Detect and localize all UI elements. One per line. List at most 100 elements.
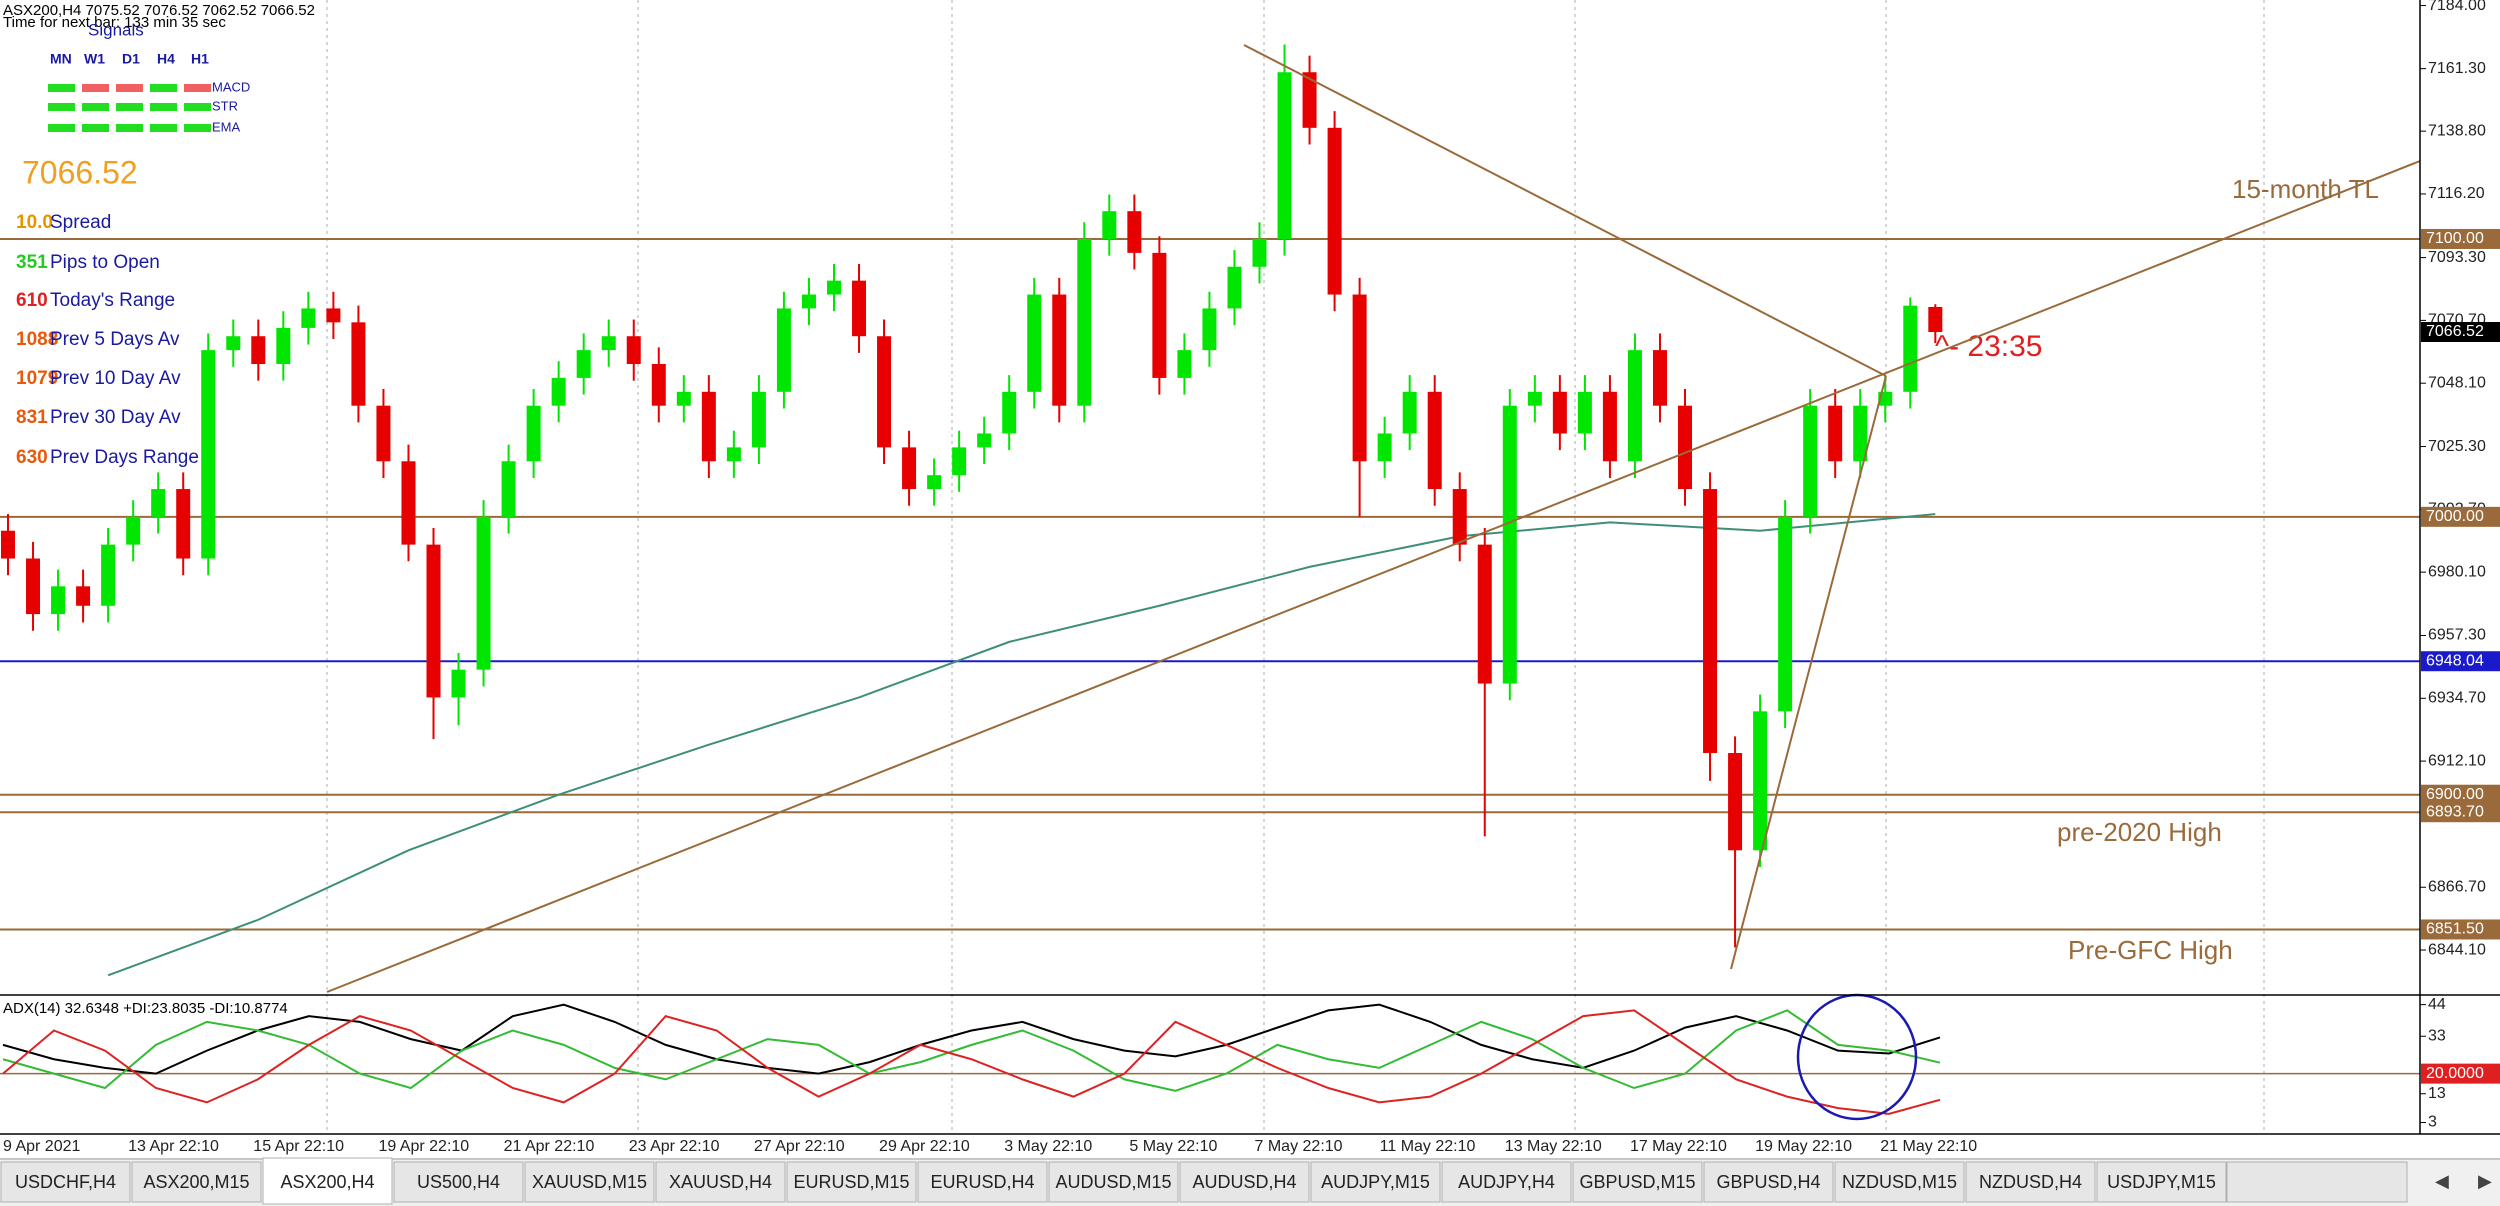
signal-bar [116, 84, 143, 92]
y-tick-label: 6957.30 [2428, 627, 2486, 644]
signal-bar [48, 124, 75, 132]
timeframe-label: H4 [157, 51, 175, 67]
tab-scroll-right[interactable]: ▶ [2478, 1171, 2492, 1191]
indicator-line [2, 1009, 1941, 1092]
y-tick-label: 6912.10 [2428, 752, 2486, 769]
info-value: 610 [16, 290, 48, 311]
tab[interactable] [262, 1157, 393, 1205]
candle-body [176, 489, 191, 559]
tab[interactable] [1703, 1161, 1834, 1203]
info-label: Prev 30 Day Av [50, 407, 181, 428]
candle-body [1377, 433, 1392, 462]
tabs: USDCHF,H4 ASX200,M15 ASX200,H4 US500,H4 XAUU… [0, 1157, 2227, 1205]
tab-label[interactable]: ASX200,H4 [280, 1172, 374, 1192]
candle-body [1252, 238, 1267, 267]
candle-body [1227, 266, 1242, 309]
candle-body [76, 586, 91, 606]
candle-body [451, 669, 466, 698]
y-tick-label: 6934.70 [2428, 690, 2486, 707]
candle-body [751, 391, 766, 448]
tab[interactable] [1441, 1161, 1572, 1203]
tab-label[interactable]: NZDUSD,H4 [1979, 1172, 2082, 1192]
tab[interactable] [917, 1161, 1048, 1203]
level-label-box [2421, 919, 2500, 940]
y-tick-label: 7161.30 [2428, 60, 2486, 77]
candle-body [1577, 391, 1592, 434]
timeframe-label: W1 [84, 51, 105, 67]
tab[interactable] [1965, 1161, 2096, 1203]
price-panel: 7184.007161.307138.807116.207093.307070.… [0, 0, 2500, 1155]
tab-label[interactable]: US500,H4 [417, 1172, 500, 1192]
indicator-line [2, 1003, 1941, 1075]
indicator-title: ADX(14) 32.6348 +DI:23.8035 -DI:10.8774 [3, 1000, 288, 1017]
candle-body [351, 322, 366, 406]
tab-label[interactable]: GBPUSD,M15 [1579, 1172, 1695, 1192]
signal-name: EMA [212, 119, 241, 134]
tab[interactable] [1048, 1161, 1179, 1203]
tab-label[interactable]: AUDUSD,H4 [1192, 1172, 1296, 1192]
candle-body [426, 544, 441, 698]
signal-bar [82, 103, 109, 111]
candle-body [276, 327, 291, 365]
level-label-box [2421, 506, 2500, 527]
tab-label[interactable]: EURUSD,M15 [793, 1172, 909, 1192]
level-label-box [2421, 1063, 2500, 1084]
annotation: 15-month TL [2232, 174, 2379, 204]
tab[interactable] [0, 1161, 131, 1203]
tab[interactable] [131, 1161, 262, 1203]
candle-body [1602, 391, 1617, 462]
tab-stub [2226, 1161, 2408, 1203]
x-tick-label: 13 May 22:10 [1505, 1138, 1602, 1155]
tab-label[interactable]: XAUUSD,M15 [532, 1172, 647, 1192]
candle-body [151, 489, 166, 517]
x-tick-label: 21 Apr 22:10 [504, 1138, 595, 1155]
tab-label[interactable]: AUDUSD,M15 [1055, 1172, 1171, 1192]
tab[interactable] [1572, 1161, 1703, 1203]
candle-body [902, 447, 917, 490]
tab-label[interactable]: XAUUSD,H4 [669, 1172, 772, 1192]
level-label: 6900.00 [2426, 786, 2484, 803]
level-label: 6851.50 [2426, 921, 2484, 938]
timeframe-label: MN [50, 51, 72, 67]
candle-body [1102, 211, 1117, 239]
panel-borders [0, 0, 2500, 1135]
tab-label[interactable]: AUDJPY,H4 [1458, 1172, 1555, 1192]
y-tick-label: 7048.10 [2428, 374, 2486, 391]
tab-label[interactable]: ASX200,M15 [143, 1172, 249, 1192]
candle-body [701, 391, 716, 462]
candle-body [1778, 516, 1793, 712]
tab-label[interactable]: AUDJPY,M15 [1321, 1172, 1430, 1192]
tab[interactable] [1834, 1161, 1965, 1203]
tab-label[interactable]: EURUSD,H4 [930, 1172, 1034, 1192]
tab-label[interactable]: GBPUSD,H4 [1716, 1172, 1820, 1192]
tab[interactable] [1179, 1161, 1310, 1203]
tab[interactable] [524, 1161, 655, 1203]
tab-label[interactable]: USDJPY,M15 [2107, 1172, 2216, 1192]
tab[interactable] [1310, 1161, 1441, 1203]
tab-label[interactable]: NZDUSD,M15 [1842, 1172, 1957, 1192]
candle-body [1502, 405, 1517, 684]
candle-body [1177, 350, 1192, 378]
signal-bar [150, 84, 177, 92]
candle-body [301, 308, 316, 328]
tab-label[interactable]: USDCHF,H4 [15, 1172, 116, 1192]
tab[interactable] [2096, 1161, 2227, 1203]
info-value: 1088 [16, 329, 58, 350]
signal-bar [184, 124, 211, 132]
level-label: 6893.70 [2426, 803, 2484, 820]
candle-body [1552, 391, 1567, 434]
y-tick-label: 6980.10 [2428, 563, 2486, 580]
tab[interactable] [786, 1161, 917, 1203]
tab[interactable] [655, 1161, 786, 1203]
annotation: pre-2020 High [2057, 817, 2222, 847]
signal-bar [150, 124, 177, 132]
candle-body [1152, 252, 1167, 378]
candle-body [376, 405, 391, 462]
tab-scroll-left[interactable]: ◀ [2435, 1171, 2449, 1191]
moving-average [107, 513, 1936, 977]
candle-body [526, 405, 541, 462]
adx-panel: ADX(14) 32.6348 +DI:23.8035 -DI:10.8774 4… [0, 996, 2500, 1131]
y-tick-label: 7116.20 [2428, 185, 2485, 202]
tab[interactable] [393, 1161, 524, 1203]
